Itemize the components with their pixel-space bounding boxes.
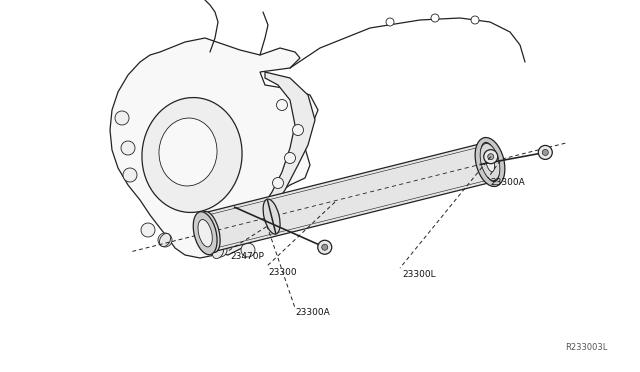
Circle shape — [241, 243, 255, 257]
Ellipse shape — [204, 219, 216, 245]
Circle shape — [484, 150, 498, 164]
Ellipse shape — [263, 199, 280, 234]
Ellipse shape — [198, 219, 212, 247]
Circle shape — [239, 232, 250, 244]
Circle shape — [386, 18, 394, 26]
Circle shape — [158, 233, 172, 247]
Ellipse shape — [480, 144, 500, 180]
Text: R233003L: R233003L — [566, 343, 608, 352]
Text: 23300A: 23300A — [490, 178, 525, 187]
Ellipse shape — [193, 212, 217, 255]
Circle shape — [292, 125, 303, 135]
Circle shape — [317, 240, 332, 254]
Text: 23470P: 23470P — [230, 252, 264, 261]
Circle shape — [538, 145, 552, 160]
Text: 23300A: 23300A — [295, 308, 330, 317]
Text: 23300L: 23300L — [402, 270, 436, 279]
Circle shape — [123, 168, 137, 182]
Circle shape — [431, 14, 439, 22]
Circle shape — [471, 16, 479, 24]
Ellipse shape — [475, 138, 505, 186]
Polygon shape — [110, 38, 318, 258]
Circle shape — [276, 99, 287, 110]
Ellipse shape — [229, 231, 241, 244]
Circle shape — [213, 243, 227, 257]
Text: 23300: 23300 — [268, 268, 296, 277]
Circle shape — [141, 223, 155, 237]
Circle shape — [115, 111, 129, 125]
Circle shape — [228, 231, 242, 245]
Circle shape — [322, 244, 328, 250]
Circle shape — [121, 141, 135, 155]
Circle shape — [273, 177, 284, 189]
Circle shape — [285, 153, 296, 164]
Ellipse shape — [159, 234, 171, 247]
Ellipse shape — [481, 142, 499, 182]
Polygon shape — [205, 142, 495, 251]
Ellipse shape — [142, 97, 242, 212]
Polygon shape — [215, 72, 315, 255]
Ellipse shape — [200, 212, 220, 253]
Circle shape — [542, 150, 548, 155]
Ellipse shape — [212, 246, 223, 259]
Circle shape — [488, 154, 493, 160]
Ellipse shape — [159, 118, 217, 186]
Ellipse shape — [485, 152, 495, 172]
Circle shape — [257, 205, 268, 215]
